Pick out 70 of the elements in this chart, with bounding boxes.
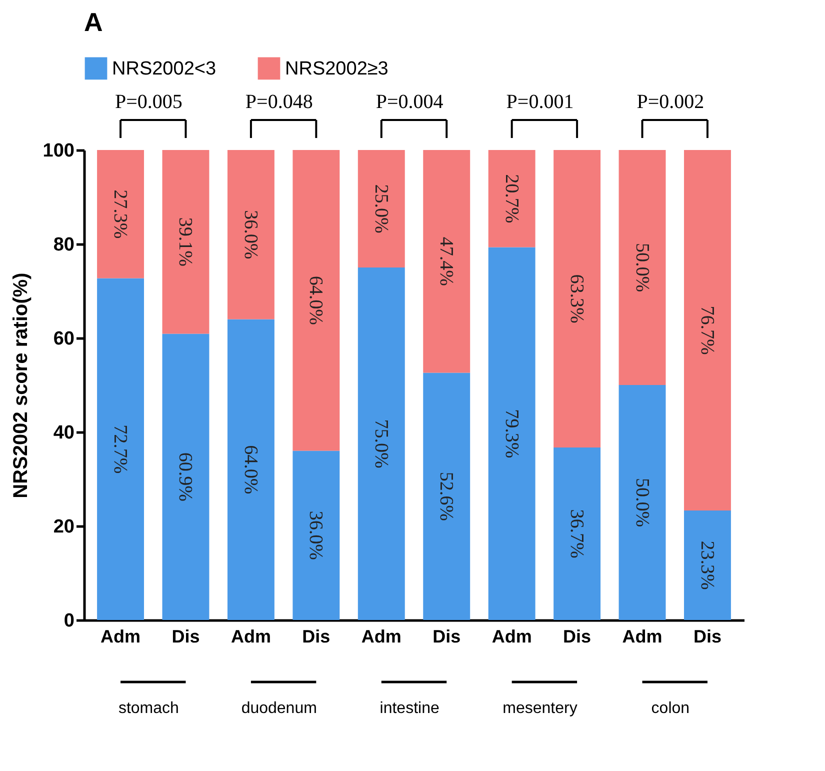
y-tick-label: 60 [53, 328, 74, 350]
data-label: 39.1% [174, 217, 196, 267]
data-label: 79.3% [500, 409, 522, 458]
x-tick-label: Adm [492, 626, 532, 646]
legend-label: NRS2002<3 [112, 58, 216, 80]
bar [618, 385, 666, 620]
data-label: 47.4% [436, 236, 457, 286]
x-tick-label: Dis [172, 626, 200, 646]
x-tick-label: Adm [622, 626, 662, 646]
data-label: 36.0% [305, 510, 326, 560]
x-tick-label: Dis [432, 626, 461, 646]
x-tick-label: Dis [693, 626, 722, 646]
chart-title: A [84, 7, 103, 37]
y-tick-label: 100 [42, 140, 74, 162]
text: P=0.004 [376, 91, 444, 113]
bar [97, 278, 144, 620]
bar [97, 150, 144, 278]
x-tick-label: Adm [230, 626, 271, 646]
bar [423, 372, 470, 620]
bar [423, 150, 470, 373]
legend-label: NRS2002≥3 [285, 58, 388, 80]
bar [162, 150, 210, 334]
bar [554, 150, 601, 448]
data-label: 36.7% [566, 509, 588, 558]
x-tick-label: Dis [302, 626, 330, 646]
y-axis-title: NRS2002 score ratio(%) [10, 272, 32, 498]
text: P=0.002 [636, 91, 704, 113]
x-tick-label: Dis [563, 626, 592, 646]
data-label: 20.7% [500, 174, 522, 224]
x-tick-label: Adm [100, 626, 141, 646]
bar [227, 150, 274, 320]
y-tick-label: 40 [53, 422, 74, 444]
text: P=0.005 [114, 91, 182, 113]
bar [358, 150, 405, 268]
y-tick-label: 80 [53, 234, 74, 256]
text: mesentery [502, 700, 578, 717]
data-label: 64.0% [305, 276, 326, 326]
data-label: 50.0% [631, 242, 652, 292]
text: colon [651, 700, 690, 717]
bar [488, 150, 536, 248]
bar [292, 150, 340, 451]
text: intestine [380, 700, 440, 717]
bar [162, 334, 210, 620]
text: P=0.001 [506, 91, 574, 113]
data-label: 52.6% [436, 472, 457, 522]
data-label: 60.9% [174, 452, 196, 502]
bar [292, 450, 340, 620]
text: duodenum [241, 700, 317, 717]
data-label: 36.0% [240, 210, 261, 260]
data-label: 25.0% [370, 184, 392, 234]
bar [358, 268, 405, 620]
bar [684, 510, 731, 620]
y-tick-label: 0 [64, 610, 74, 632]
data-label: 27.3% [110, 190, 131, 239]
bar [554, 448, 601, 620]
text: P=0.048 [245, 91, 313, 113]
bar [227, 319, 274, 620]
y-tick-label: 20 [53, 516, 74, 538]
bar [618, 150, 666, 385]
data-label: 75.0% [370, 419, 392, 468]
data-label: 72.7% [110, 424, 131, 474]
bar [488, 247, 536, 620]
data-label: 23.3% [696, 540, 718, 590]
data-label: 76.7% [696, 306, 718, 355]
x-tick-label: Adm [361, 626, 402, 646]
bar [684, 150, 731, 510]
data-label: 63.3% [566, 274, 588, 324]
text: stomach [118, 700, 179, 717]
data-label: 50.0% [631, 478, 652, 528]
data-label: 64.0% [240, 445, 261, 494]
